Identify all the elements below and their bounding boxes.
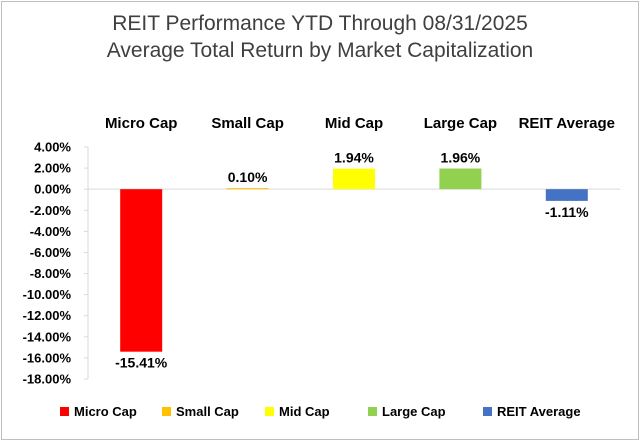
category-label: REIT Average (519, 115, 615, 132)
y-tick-label: -14.00% (23, 329, 72, 344)
legend-label: Micro Cap (74, 404, 137, 419)
data-label: 0.10% (228, 169, 268, 185)
y-tick-label: 0.00% (34, 182, 71, 197)
bar (545, 189, 588, 201)
bar (120, 189, 163, 352)
y-tick-label: -16.00% (23, 350, 72, 365)
legend-swatch (60, 407, 69, 416)
legend-label: REIT Average (497, 404, 581, 419)
category-label: Micro Cap (105, 115, 178, 132)
y-tick-label: 4.00% (34, 140, 71, 155)
chart-subtitle: Average Total Return by Market Capitaliz… (106, 39, 534, 62)
category-label: Mid Cap (325, 115, 383, 132)
y-tick-label: -12.00% (23, 308, 72, 323)
bar (333, 168, 375, 190)
legend-label: Small Cap (176, 404, 239, 419)
legend-swatch (162, 407, 171, 416)
legend-swatch (483, 407, 492, 416)
legend-swatch (368, 407, 377, 416)
y-tick-label: -18.00% (23, 372, 72, 387)
legend-label: Mid Cap (279, 404, 330, 419)
y-tick-label: -6.00% (30, 245, 72, 260)
category-label: Large Cap (424, 115, 497, 132)
legend-label: Large Cap (382, 404, 446, 419)
y-tick-label: -4.00% (30, 224, 72, 239)
chart-title-block: REIT Performance YTD Through 08/31/2025 … (0, 10, 640, 64)
data-label: -15.41% (115, 355, 168, 371)
y-tick-label: 2.00% (34, 161, 71, 176)
category-label: Small Cap (211, 115, 284, 132)
bar (439, 168, 482, 190)
legend-swatch (265, 407, 274, 416)
y-tick-label: -10.00% (23, 287, 72, 302)
y-tick-label: -2.00% (30, 203, 72, 218)
data-label: -1.11% (545, 204, 589, 220)
chart-title: REIT Performance YTD Through 08/31/2025 (112, 12, 528, 35)
data-label: 1.94% (334, 150, 374, 166)
bar (226, 188, 269, 190)
data-label: 1.96% (441, 150, 481, 166)
y-tick-label: -8.00% (30, 266, 72, 281)
